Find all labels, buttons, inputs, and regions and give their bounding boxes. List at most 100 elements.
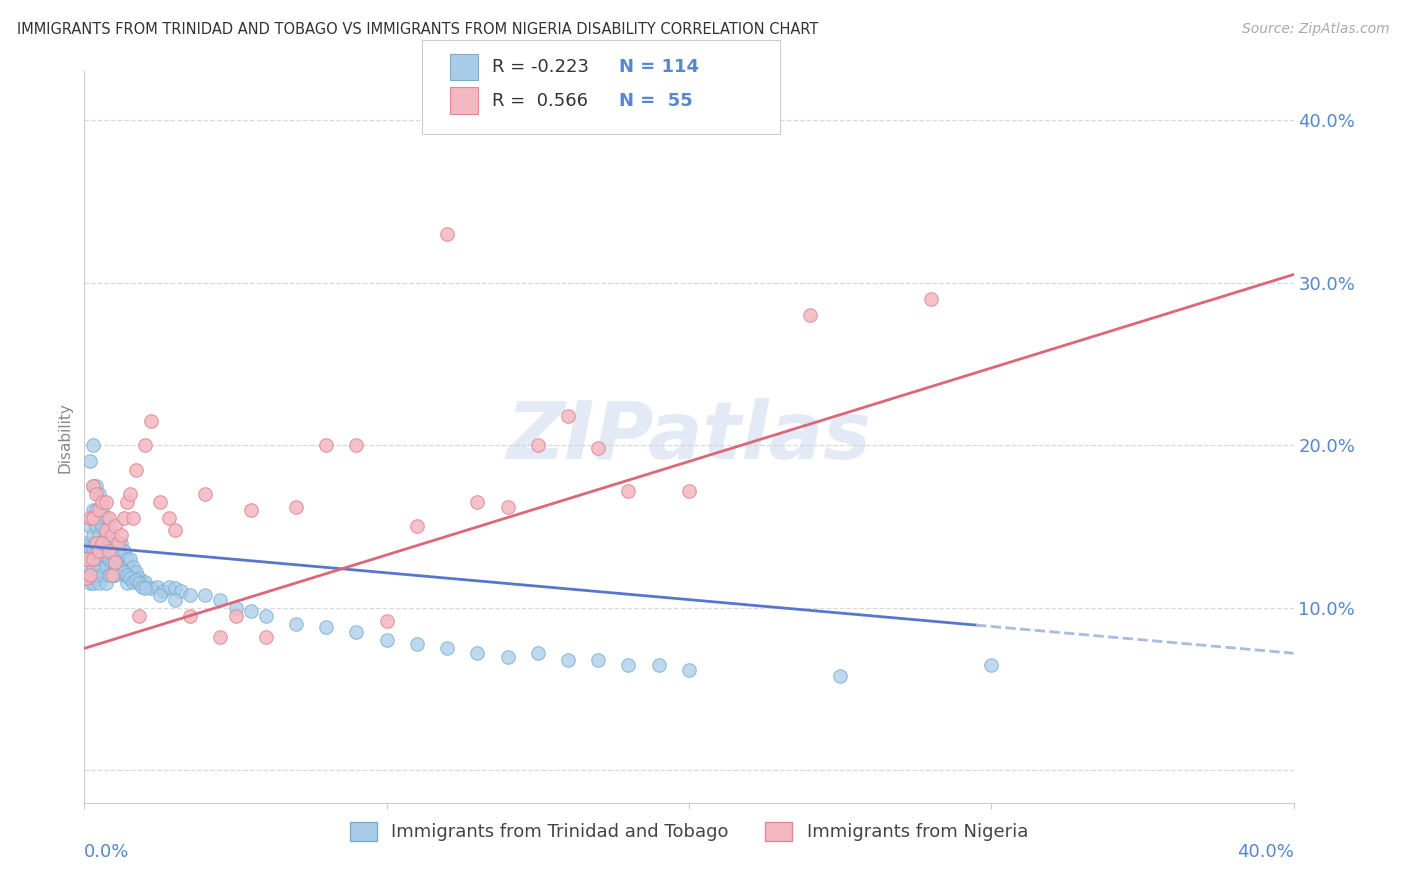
Point <box>76 572 98 586</box>
Point <box>91 519 114 533</box>
Point <box>496 500 519 514</box>
Point <box>648 657 671 672</box>
Point <box>76 549 98 563</box>
Point <box>86 535 108 549</box>
Point <box>100 568 122 582</box>
Point <box>76 535 98 549</box>
Point <box>110 562 132 576</box>
Point <box>131 580 153 594</box>
Point <box>89 527 111 541</box>
Point <box>125 565 148 579</box>
Point <box>436 227 458 241</box>
Point <box>82 527 104 541</box>
Point <box>94 527 117 541</box>
Point <box>139 581 162 595</box>
Point <box>239 604 262 618</box>
Point <box>82 438 104 452</box>
Point <box>89 503 111 517</box>
Point <box>86 503 108 517</box>
Point <box>125 462 148 476</box>
Point <box>97 552 120 566</box>
Point <box>97 519 120 533</box>
Point <box>128 572 150 586</box>
Point <box>82 511 104 525</box>
Point <box>94 576 117 591</box>
Point <box>467 646 489 660</box>
Point <box>100 527 122 541</box>
Point <box>82 503 104 517</box>
Point <box>104 568 127 582</box>
Point <box>82 552 104 566</box>
Point <box>82 479 104 493</box>
Point <box>112 568 135 582</box>
Point <box>112 511 135 525</box>
Point <box>86 568 108 582</box>
Point <box>121 574 143 589</box>
Point <box>346 625 368 640</box>
Point <box>920 292 942 306</box>
Point <box>104 555 127 569</box>
Point <box>134 574 156 589</box>
Point <box>152 584 174 599</box>
Point <box>254 630 277 644</box>
Text: 40.0%: 40.0% <box>1237 843 1294 861</box>
Point <box>86 479 108 493</box>
Point <box>436 641 458 656</box>
Point <box>128 576 150 591</box>
Point <box>104 519 127 533</box>
Point <box>678 483 700 498</box>
Point <box>225 600 247 615</box>
Point <box>285 500 308 514</box>
Text: N = 114: N = 114 <box>619 58 699 76</box>
Point <box>104 557 127 571</box>
Point <box>86 535 108 549</box>
Point <box>678 663 700 677</box>
Point <box>557 653 579 667</box>
Point <box>79 454 101 468</box>
Point <box>107 558 129 573</box>
Text: R =  0.566: R = 0.566 <box>492 92 588 110</box>
Point <box>157 580 180 594</box>
Point <box>91 535 114 549</box>
Point <box>225 608 247 623</box>
Point <box>89 487 111 501</box>
Point <box>346 438 368 452</box>
Point <box>496 649 519 664</box>
Point <box>527 438 550 452</box>
Point <box>118 487 141 501</box>
Point <box>209 630 232 644</box>
Point <box>131 576 153 591</box>
Point <box>97 552 120 566</box>
Point <box>91 547 114 561</box>
Point <box>97 568 120 582</box>
Point <box>94 523 117 537</box>
Point <box>89 576 111 591</box>
Point <box>110 535 132 549</box>
Point <box>91 535 114 549</box>
Point <box>76 552 98 566</box>
Point <box>82 544 104 558</box>
Point <box>118 572 141 586</box>
Point <box>118 572 141 586</box>
Point <box>139 414 162 428</box>
Point <box>100 568 122 582</box>
Point <box>79 541 101 555</box>
Point <box>82 560 104 574</box>
Point <box>104 535 127 549</box>
Text: R = -0.223: R = -0.223 <box>492 58 589 76</box>
Point <box>179 608 201 623</box>
Point <box>94 544 117 558</box>
Legend: Immigrants from Trinidad and Tobago, Immigrants from Nigeria: Immigrants from Trinidad and Tobago, Imm… <box>343 814 1035 848</box>
Point <box>100 555 122 569</box>
Point <box>134 581 156 595</box>
Point <box>239 503 262 517</box>
Point <box>194 588 217 602</box>
Point <box>209 592 232 607</box>
Text: 0.0%: 0.0% <box>84 843 129 861</box>
Point <box>134 438 156 452</box>
Y-axis label: Disability: Disability <box>58 401 73 473</box>
Point <box>86 519 108 533</box>
Point <box>115 576 138 591</box>
Point <box>115 552 138 566</box>
Point <box>165 592 187 607</box>
